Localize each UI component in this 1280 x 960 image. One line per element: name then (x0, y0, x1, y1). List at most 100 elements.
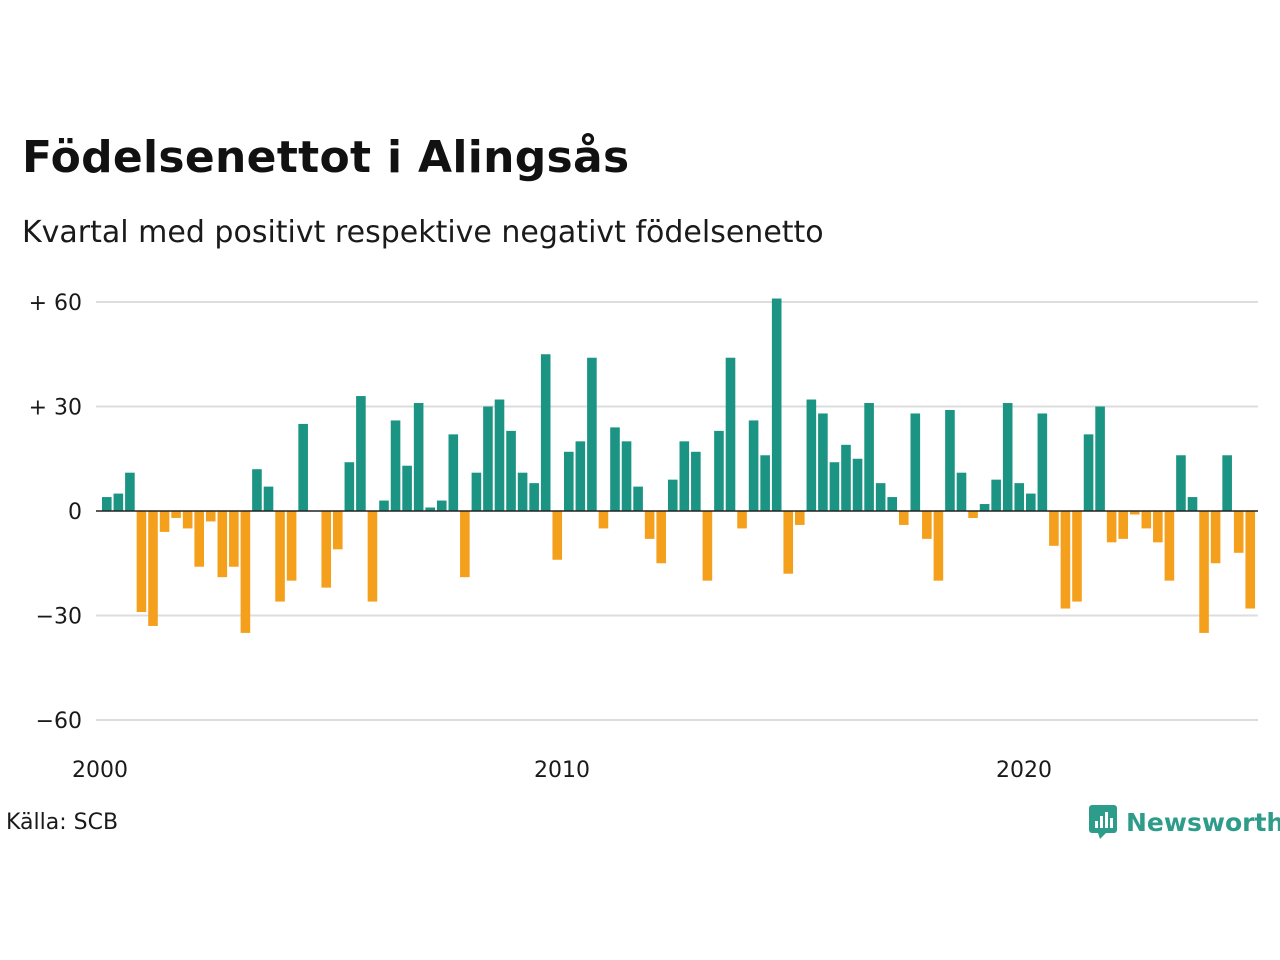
bar (125, 472, 135, 511)
bar (818, 413, 828, 511)
bar (598, 511, 609, 529)
bar (471, 472, 482, 511)
bar (575, 441, 586, 511)
bar (748, 420, 759, 511)
bar (436, 500, 447, 511)
bar (841, 444, 851, 511)
bar (1153, 511, 1163, 543)
bar (344, 462, 355, 511)
bar (263, 486, 274, 511)
bar (194, 511, 204, 567)
bar (448, 434, 459, 511)
bar (540, 354, 551, 511)
bar (760, 455, 770, 511)
bar (1083, 434, 1094, 511)
bar (1199, 511, 1209, 633)
bar (1072, 511, 1082, 602)
bar (945, 409, 955, 511)
bar (667, 479, 678, 511)
bar (356, 396, 366, 511)
bar (1037, 413, 1048, 511)
bar (205, 511, 216, 522)
bar (425, 507, 435, 511)
bar (1026, 493, 1036, 511)
bar-chart: + 60 + 30 0 −30 −60 2000 2010 2020 (29, 291, 1258, 783)
source-note: Källa: SCB (6, 810, 119, 835)
y-tick-label: + 30 (29, 396, 82, 421)
y-tick-label: 0 (68, 500, 82, 525)
bar (633, 486, 643, 511)
bar (1187, 497, 1198, 511)
bar (656, 511, 666, 564)
bar (956, 472, 967, 511)
bar (252, 469, 262, 511)
bar (1176, 455, 1186, 511)
bar (771, 298, 782, 511)
bar (483, 406, 493, 511)
y-tick-label: + 60 (29, 291, 82, 316)
bar (1222, 455, 1232, 511)
bar (1233, 511, 1244, 553)
bar (494, 399, 505, 511)
bar (829, 462, 840, 511)
bar (217, 511, 228, 578)
bar (933, 511, 944, 581)
bar (1106, 511, 1117, 543)
bar (113, 493, 124, 511)
bar (379, 500, 389, 511)
bar (529, 483, 539, 511)
bar (390, 420, 401, 511)
bar (413, 403, 424, 511)
bar (621, 441, 632, 511)
bar (182, 511, 193, 529)
bar (102, 497, 112, 511)
bar (1095, 406, 1105, 511)
x-axis-ticks: 2000 2010 2020 (72, 758, 1052, 783)
bar (171, 511, 181, 518)
bar (275, 511, 285, 602)
bar (1118, 511, 1128, 539)
bar (517, 472, 528, 511)
bar (968, 511, 978, 518)
bar (806, 399, 817, 511)
bar (922, 511, 932, 539)
bars (102, 298, 1256, 633)
bar (1060, 511, 1071, 609)
bar (691, 451, 701, 511)
bar (852, 458, 863, 511)
bar (136, 511, 147, 613)
bar (460, 511, 470, 578)
bar (1210, 511, 1221, 564)
bar (402, 465, 412, 511)
bar (1014, 483, 1025, 511)
bar (321, 511, 332, 588)
bar (240, 511, 251, 633)
bar (506, 430, 516, 511)
bar (298, 423, 308, 511)
grid-lines (96, 301, 1258, 721)
bar (714, 430, 724, 511)
bar (679, 441, 690, 511)
newsworthy-logo: Newsworthy (1088, 804, 1280, 840)
bar (367, 511, 378, 602)
x-tick-label: 2020 (996, 758, 1052, 783)
bar (333, 511, 343, 550)
newsworthy-logo-icon (1089, 805, 1117, 839)
bar (148, 511, 158, 626)
bar (737, 511, 747, 529)
bar (564, 451, 574, 511)
y-tick-label: −30 (36, 605, 82, 630)
bar (587, 357, 597, 511)
x-tick-label: 2010 (534, 758, 590, 783)
bar (887, 497, 897, 511)
bar (1049, 511, 1059, 546)
bar (864, 403, 874, 511)
y-tick-label: −60 (36, 709, 82, 734)
bar (1164, 511, 1175, 581)
bar (910, 413, 921, 511)
y-axis-ticks: + 60 + 30 0 −30 −60 (29, 291, 82, 734)
bar (898, 511, 909, 525)
bar (875, 483, 886, 511)
bar (725, 357, 736, 511)
bar (1002, 403, 1013, 511)
